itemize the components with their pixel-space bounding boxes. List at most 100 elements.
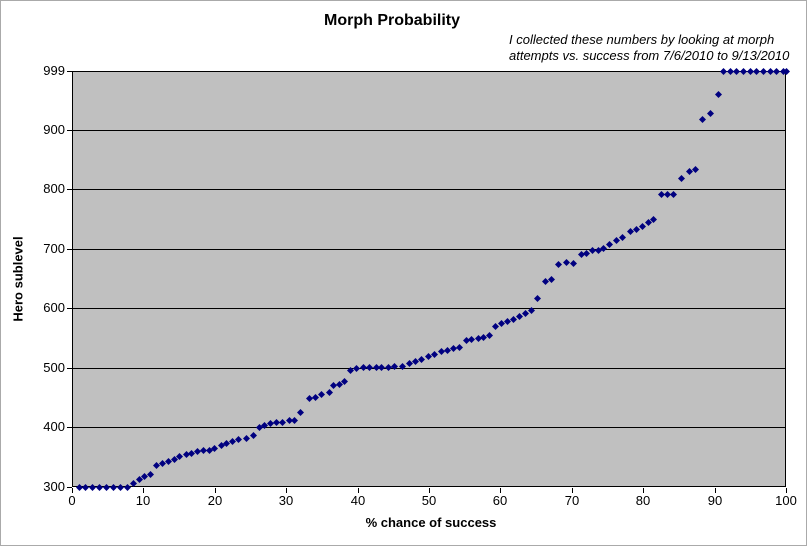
gridline-y-500 — [72, 368, 786, 369]
x-tick-mark-20 — [215, 488, 216, 493]
data-point — [188, 450, 195, 457]
data-point — [444, 347, 451, 354]
y-tick-label-300: 300 — [43, 479, 65, 494]
data-point — [438, 348, 445, 355]
y-tick-mark-600 — [67, 308, 72, 309]
x-tick-label-60: 60 — [492, 493, 508, 508]
data-point — [664, 191, 671, 198]
x-tick-label-20: 20 — [207, 493, 223, 508]
data-point — [783, 68, 790, 75]
data-point — [211, 445, 218, 452]
y-tick-label-900: 900 — [43, 122, 65, 137]
chart-title: Morph Probability — [324, 12, 460, 29]
gridline-y-800 — [72, 189, 786, 190]
data-point — [117, 484, 124, 491]
x-tick-mark-40 — [358, 488, 359, 493]
data-point — [456, 344, 463, 351]
data-point — [76, 484, 83, 491]
y-tick-label-500: 500 — [43, 360, 65, 375]
data-point — [645, 219, 652, 226]
data-point — [492, 323, 499, 330]
data-point — [82, 484, 89, 491]
data-point — [124, 484, 131, 491]
y-tick-label-400: 400 — [43, 419, 65, 434]
data-point — [510, 316, 517, 323]
data-point — [183, 451, 190, 458]
data-point — [516, 313, 523, 320]
data-point — [136, 476, 143, 483]
data-point — [130, 480, 137, 487]
data-point — [773, 68, 780, 75]
x-tick-label-40: 40 — [350, 493, 366, 508]
data-point — [747, 68, 754, 75]
x-tick-mark-70 — [572, 488, 573, 493]
data-point — [753, 68, 760, 75]
data-point — [542, 278, 549, 285]
data-point — [353, 365, 360, 372]
data-point — [176, 453, 183, 460]
data-point — [373, 364, 380, 371]
data-point — [548, 276, 555, 283]
data-point — [385, 364, 392, 371]
data-point — [306, 395, 313, 402]
x-tick-label-0: 0 — [68, 493, 76, 508]
data-point — [206, 447, 213, 454]
data-point — [165, 458, 172, 465]
data-point — [600, 245, 607, 252]
data-point — [291, 417, 298, 424]
data-point — [200, 447, 207, 454]
gridline-y-900 — [72, 130, 786, 131]
data-point — [336, 381, 343, 388]
x-tick-mark-30 — [286, 488, 287, 493]
data-point — [619, 234, 626, 241]
data-point — [267, 420, 274, 427]
x-axis-title: % chance of success — [365, 515, 497, 530]
data-point — [570, 260, 577, 267]
data-point — [431, 351, 438, 358]
x-tick-mark-0 — [72, 488, 73, 493]
data-point — [740, 68, 747, 75]
x-tick-label-80: 80 — [635, 493, 651, 508]
data-point — [243, 435, 250, 442]
y-tick-label-600: 600 — [43, 300, 65, 315]
gridline-y-700 — [72, 249, 786, 250]
data-point — [534, 295, 541, 302]
data-point — [312, 394, 319, 401]
data-point — [141, 473, 148, 480]
data-point — [639, 223, 646, 230]
data-point — [347, 367, 354, 374]
data-point — [463, 337, 470, 344]
y-tick-mark-999 — [67, 71, 72, 72]
data-point — [563, 259, 570, 266]
x-tick-mark-100 — [786, 488, 787, 493]
data-point — [425, 353, 432, 360]
data-point — [218, 442, 225, 449]
x-tick-label-100: 100 — [775, 493, 797, 508]
x-tick-label-70: 70 — [564, 493, 580, 508]
data-point — [279, 419, 286, 426]
data-point — [147, 471, 154, 478]
data-point — [727, 68, 734, 75]
data-point — [480, 334, 487, 341]
data-point — [412, 358, 419, 365]
data-point — [504, 318, 511, 325]
data-point — [692, 166, 699, 173]
data-point — [250, 432, 257, 439]
x-tick-label-10: 10 — [135, 493, 151, 508]
y-tick-label-700: 700 — [43, 241, 65, 256]
data-point — [360, 364, 367, 371]
y-tick-label-999: 999 — [43, 63, 65, 78]
data-point — [686, 168, 693, 175]
x-tick-mark-80 — [643, 488, 644, 493]
data-point — [223, 440, 230, 447]
data-point — [406, 360, 413, 367]
data-point — [399, 363, 406, 370]
data-point — [326, 389, 333, 396]
chart-annotation: I collected these numbers by looking at … — [509, 32, 789, 64]
data-point — [341, 378, 348, 385]
data-point — [606, 241, 613, 248]
y-tick-mark-400 — [67, 427, 72, 428]
data-point — [767, 68, 774, 75]
